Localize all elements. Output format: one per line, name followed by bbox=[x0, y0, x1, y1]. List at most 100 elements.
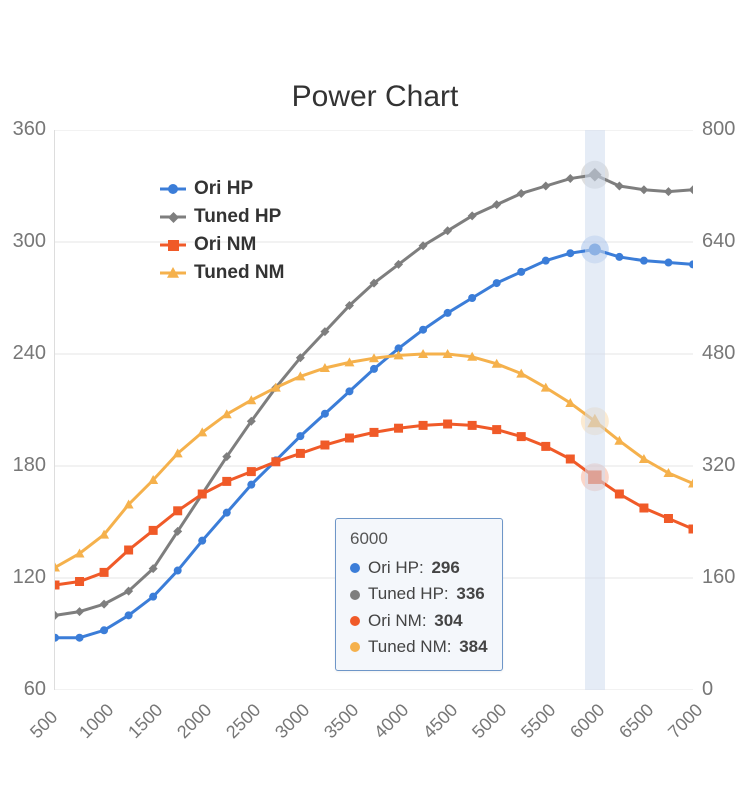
legend-item-tuned_nm[interactable]: Tuned NM bbox=[160, 259, 284, 287]
tooltip-x-value: 6000 bbox=[350, 529, 488, 549]
marker-tuned_hp bbox=[566, 174, 575, 183]
marker-tuned_hp bbox=[689, 185, 694, 194]
marker-tuned_hp bbox=[517, 189, 526, 198]
y-left-tick-label: 360 bbox=[6, 118, 46, 141]
legend-item-tuned_hp[interactable]: Tuned HP bbox=[160, 203, 284, 231]
marker-ori_hp bbox=[76, 634, 84, 642]
marker-ori_hp bbox=[296, 432, 304, 440]
tooltip-series-value: 384 bbox=[454, 634, 487, 660]
marker-tuned_hp bbox=[492, 200, 501, 209]
legend-item-ori_hp[interactable]: Ori HP bbox=[160, 175, 284, 203]
marker-ori_hp bbox=[444, 309, 452, 317]
y-left-tick-label: 60 bbox=[6, 678, 46, 701]
x-tick-label: 2000 bbox=[173, 700, 216, 743]
marker-ori_nm bbox=[566, 455, 575, 464]
tooltip-series-value: 336 bbox=[452, 581, 485, 607]
marker-ori_nm bbox=[296, 449, 305, 458]
legend-swatch bbox=[160, 237, 186, 253]
legend-swatch bbox=[160, 265, 186, 281]
marker-ori_hp bbox=[198, 537, 206, 545]
tooltip-dot bbox=[350, 616, 360, 626]
marker-ori_hp bbox=[640, 257, 648, 265]
marker-ori_nm bbox=[100, 568, 109, 577]
marker-ori_hp bbox=[689, 260, 693, 268]
marker-ori_nm bbox=[517, 432, 526, 441]
marker-ori_nm bbox=[55, 581, 60, 590]
x-tick-label: 5000 bbox=[468, 700, 511, 743]
marker-ori_nm bbox=[198, 490, 207, 499]
marker-ori_hp bbox=[419, 326, 427, 334]
x-tick-label: 6000 bbox=[566, 700, 609, 743]
tooltip-dot bbox=[350, 590, 360, 600]
tooltip-row-tuned_hp: Tuned HP: 336 bbox=[350, 581, 488, 607]
legend: Ori HPTuned HP Ori NM Tuned NM bbox=[160, 175, 284, 287]
marker-ori_nm bbox=[271, 457, 280, 466]
marker-tuned_hp bbox=[664, 187, 673, 196]
marker-tuned_hp bbox=[541, 182, 550, 191]
legend-item-ori_nm[interactable]: Ori NM bbox=[160, 231, 284, 259]
marker-ori_nm bbox=[149, 526, 158, 535]
y-right-tick-label: 800 bbox=[702, 118, 742, 141]
marker-ori_nm bbox=[345, 434, 354, 443]
y-right-tick-label: 480 bbox=[702, 342, 742, 365]
marker-ori_hp bbox=[321, 410, 329, 418]
hover-band bbox=[585, 130, 605, 690]
marker-ori_hp bbox=[493, 279, 501, 287]
x-tick-label: 1500 bbox=[124, 700, 167, 743]
x-tick-label: 1000 bbox=[75, 700, 118, 743]
marker-ori_nm bbox=[468, 421, 477, 430]
marker-ori_nm bbox=[419, 421, 428, 430]
marker-ori_nm bbox=[541, 442, 550, 451]
marker-ori_nm bbox=[247, 467, 256, 476]
marker-ori_hp bbox=[370, 365, 378, 373]
marker-ori_hp bbox=[517, 268, 525, 276]
tooltip-series-value: 296 bbox=[427, 555, 460, 581]
x-tick-label: 4500 bbox=[419, 700, 462, 743]
tooltip-row-tuned_nm: Tuned NM: 384 bbox=[350, 634, 488, 660]
y-left-tick-label: 300 bbox=[6, 230, 46, 253]
x-tick-label: 2500 bbox=[222, 700, 265, 743]
marker-ori_nm bbox=[124, 546, 133, 555]
marker-ori_nm bbox=[75, 577, 84, 586]
marker-ori_nm bbox=[443, 420, 452, 429]
tooltip-dot bbox=[350, 563, 360, 573]
marker-tuned_hp bbox=[75, 607, 84, 616]
x-tick-label: 3500 bbox=[320, 700, 363, 743]
legend-swatch bbox=[160, 209, 186, 225]
chart-title: Power Chart bbox=[0, 80, 750, 114]
marker-ori_nm bbox=[492, 425, 501, 434]
tooltip-row-ori_hp: Ori HP: 296 bbox=[350, 555, 488, 581]
tooltip-series-label: Ori NM: bbox=[368, 608, 427, 634]
y-right-tick-label: 320 bbox=[702, 454, 742, 477]
x-tick-label: 500 bbox=[26, 707, 62, 743]
marker-ori_nm bbox=[370, 428, 379, 437]
marker-ori_hp bbox=[468, 294, 476, 302]
chart-container: Power Chart 60120180240300360 0160320480… bbox=[0, 0, 750, 792]
tooltip-row-ori_nm: Ori NM: 304 bbox=[350, 608, 488, 634]
tooltip-series-value: 304 bbox=[430, 608, 463, 634]
marker-ori_hp bbox=[55, 634, 59, 642]
tooltip-dot bbox=[350, 642, 360, 652]
x-tick-label: 4000 bbox=[370, 700, 413, 743]
y-right-tick-label: 0 bbox=[702, 678, 742, 701]
marker-ori_hp bbox=[345, 387, 353, 395]
marker-ori_hp bbox=[664, 259, 672, 267]
x-tick-label: 5500 bbox=[517, 700, 560, 743]
marker-tuned_hp bbox=[615, 182, 624, 191]
marker-ori_nm bbox=[320, 441, 329, 450]
y-left-tick-label: 240 bbox=[6, 342, 46, 365]
y-right-tick-label: 160 bbox=[702, 566, 742, 589]
tooltip-series-label: Ori HP: bbox=[368, 555, 424, 581]
tooltip-series-label: Tuned NM: bbox=[368, 634, 451, 660]
marker-ori_nm bbox=[222, 477, 231, 486]
x-tick-label: 3000 bbox=[271, 700, 314, 743]
tooltip-series-label: Tuned HP: bbox=[368, 581, 449, 607]
legend-label: Ori NM bbox=[194, 234, 256, 256]
marker-ori_nm bbox=[173, 506, 182, 515]
x-tick-label: 7000 bbox=[664, 700, 707, 743]
legend-label: Tuned NM bbox=[194, 262, 284, 284]
marker-ori_nm bbox=[689, 525, 694, 534]
marker-ori_hp bbox=[100, 626, 108, 634]
marker-tuned_hp bbox=[639, 185, 648, 194]
tooltip: 6000 Ori HP: 296Tuned HP: 336Ori NM: 304… bbox=[335, 518, 503, 671]
